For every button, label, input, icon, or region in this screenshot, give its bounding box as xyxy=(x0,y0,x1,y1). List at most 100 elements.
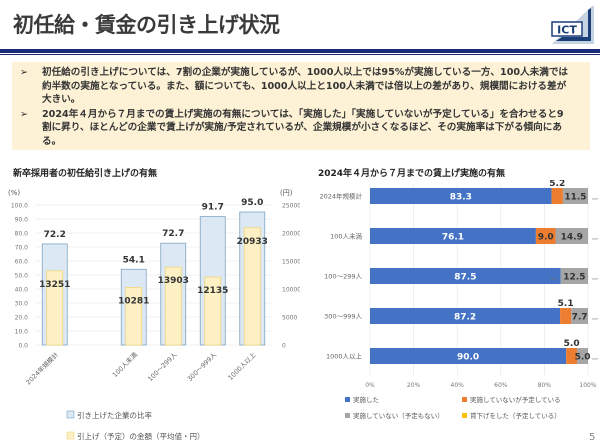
segment-data-label: 7.7 xyxy=(572,313,588,323)
legend-label: 賃下げをした（予定している） xyxy=(470,411,561,420)
y-tick-label: 10.0 xyxy=(15,329,29,336)
rate-data-label: 54.1 xyxy=(123,255,145,265)
page-number: 5 xyxy=(589,432,596,443)
y-tick-label: 300～999人 xyxy=(324,313,362,321)
y-tick-label: 60.0 xyxy=(15,259,29,266)
y2-tick-label: 10000 xyxy=(282,287,300,294)
x-tick-label: 100人未満 xyxy=(110,350,139,379)
wage-increase-chart: 0% 20% 40% 60% 80% 100% 2024年規模計 83.3 5.2 11.5 … 10… xyxy=(319,180,598,420)
x-tick-label: 2024年規模計 xyxy=(24,350,61,387)
y2-tick-label: 15000 xyxy=(282,259,300,266)
y2-tick-label: 20000 xyxy=(282,231,300,238)
stacked-bar-segment xyxy=(551,188,563,204)
x-tick-label: 100% xyxy=(579,382,596,389)
page-title: 初任給・賃金の引き上げ状況 xyxy=(13,13,280,37)
x-tick-label: 0% xyxy=(365,382,375,389)
stacked-bar-segment xyxy=(560,268,588,284)
legend-label: 実施した xyxy=(353,395,379,404)
legend-label: 実施していないが予定している xyxy=(470,395,561,404)
y-tick-label: 1000人以上 xyxy=(326,352,363,361)
segment-data-label: 87.5 xyxy=(454,273,476,283)
y2-tick-label: 25000 xyxy=(282,203,300,210)
amount-data-label: 12135 xyxy=(197,286,228,296)
x-tick-label: 60% xyxy=(494,382,508,389)
stacked-bar-segment xyxy=(535,228,556,244)
legend-swatch xyxy=(462,413,467,418)
segment-data-label: … xyxy=(592,355,598,362)
legend-label: 引上げ（予定）の金額（平均値・円） xyxy=(77,431,205,441)
stacked-bar-segment xyxy=(562,188,588,204)
legend-swatch xyxy=(462,397,467,402)
rate-data-label: 91.7 xyxy=(202,203,224,213)
header-rule xyxy=(0,49,600,53)
arrow-bullet-icon: ➢ xyxy=(20,67,29,78)
x-tick-label: 1000人以上 xyxy=(226,350,258,382)
segment-data-label: 14.9 xyxy=(561,233,583,243)
amount-bar xyxy=(204,276,222,346)
stacked-bar-segment xyxy=(571,308,588,324)
y-tick-label: 30.0 xyxy=(15,301,29,308)
segment-data-label: 5.0 xyxy=(564,339,580,349)
y-tick-label: 100～299人 xyxy=(324,273,362,281)
segment-data-label: … xyxy=(592,275,598,282)
amount-data-label: 20933 xyxy=(237,237,268,247)
y2-tick-label: 5000 xyxy=(282,315,297,322)
y-tick-label: 100.0 xyxy=(11,203,28,210)
amount-data-label: 10281 xyxy=(118,296,149,306)
legend-swatch-amount xyxy=(66,431,75,440)
y-tick-label: 0.0 xyxy=(18,343,28,350)
stacked-bar-segment xyxy=(370,308,561,324)
stacked-bar-segment xyxy=(560,308,572,324)
amount-bar xyxy=(125,287,143,346)
legend-label: 実施していない（予定もない） xyxy=(353,411,444,420)
y-tick-label: 20.0 xyxy=(15,315,29,322)
y-tick-label: 70.0 xyxy=(15,245,29,252)
ict-logo: ICT xyxy=(551,6,594,44)
svg-text:ICT: ICT xyxy=(557,24,577,37)
segment-data-label: 12.5 xyxy=(563,273,585,283)
rate-data-label: 72.2 xyxy=(44,230,66,240)
summary-box: ➢ 初任給の引き上げについては、7割の企業が実施しているが、1000人以上では9… xyxy=(12,62,590,150)
summary-bullet: ➢ 初任給の引き上げについては、7割の企業が実施しているが、1000人以上では9… xyxy=(20,67,569,105)
segment-data-label: … xyxy=(592,315,598,322)
segment-data-label: 5.2 xyxy=(549,180,565,189)
segment-data-label: … xyxy=(592,195,598,202)
stacked-bar-segment xyxy=(370,228,536,244)
summary-bullet: ➢ 2024年４月から７月までの賃上げ実施の有無については、「実施した」「実施し… xyxy=(20,108,564,147)
y-tick-label: 80.0 xyxy=(15,231,29,238)
y2-axis-label: (円) xyxy=(280,189,293,197)
segment-data-label: 83.3 xyxy=(450,193,472,203)
stacked-bar-segment xyxy=(370,268,561,284)
amount-bar xyxy=(46,270,64,346)
amount-data-label: 13251 xyxy=(39,280,70,290)
y-axis-label: (%) xyxy=(8,189,20,197)
segment-data-label: 11.5 xyxy=(564,193,586,203)
left-chart-title: 新卒採用者の初任給引き上げの有無 xyxy=(13,169,158,179)
amount-bar xyxy=(164,266,182,346)
right-chart-title: 2024年４月から７月までの賃上げ実施の有無 xyxy=(318,169,506,179)
x-tick-label: 100～299人 xyxy=(146,350,179,383)
y2-tick-label: 0 xyxy=(282,343,286,350)
header-rule-thin xyxy=(0,54,600,55)
x-tick-label: 40% xyxy=(451,382,465,389)
legend-swatch-rate xyxy=(66,410,75,419)
rate-data-label: 72.7 xyxy=(162,229,184,239)
segment-data-label: … xyxy=(551,275,557,282)
arrow-bullet-icon: ➢ xyxy=(20,108,29,120)
legend-label: 引き上げた企業の比率 xyxy=(77,410,152,420)
x-tick-label: 300～999人 xyxy=(186,350,219,383)
x-tick-label: 80% xyxy=(538,382,552,389)
stacked-bar-segment xyxy=(370,188,552,204)
segment-data-label: 5.1 xyxy=(558,299,574,309)
amount-data-label: 13903 xyxy=(158,276,189,286)
segment-data-label: 87.2 xyxy=(454,313,476,323)
stacked-bar-segment xyxy=(555,228,588,244)
y-tick-label: 90.0 xyxy=(15,217,29,224)
segment-data-label: … xyxy=(592,235,598,242)
segment-data-label: 76.1 xyxy=(442,233,464,243)
y-tick-label: 40.0 xyxy=(15,287,29,294)
y-tick-label: 50.0 xyxy=(15,273,29,280)
stacked-bar-segment xyxy=(577,348,588,364)
starting-salary-chart: (%) (円) 0.0 10.0 20.0 30.0 40.0 50.0 60.0 70.0 80.… xyxy=(8,189,300,441)
legend-swatch xyxy=(345,397,350,402)
